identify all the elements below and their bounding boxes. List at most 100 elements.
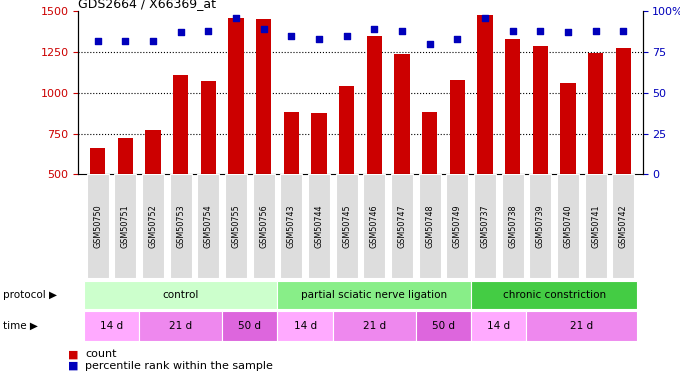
Text: GSM50743: GSM50743 — [287, 204, 296, 248]
Bar — [228, 18, 243, 174]
Text: percentile rank within the sample: percentile rank within the sample — [85, 361, 273, 370]
Text: GSM50749: GSM50749 — [453, 204, 462, 248]
Text: GSM50753: GSM50753 — [176, 204, 185, 248]
Bar — [333, 310, 415, 341]
Point — [479, 15, 490, 21]
Text: GSM50752: GSM50752 — [148, 204, 157, 248]
Bar — [84, 310, 139, 341]
Bar — [391, 174, 413, 278]
Point — [424, 41, 435, 47]
Point — [452, 36, 462, 42]
Bar — [308, 174, 330, 278]
Text: protocol ▶: protocol ▶ — [3, 290, 57, 300]
Bar — [197, 174, 219, 278]
Text: count: count — [85, 350, 116, 359]
Bar — [339, 86, 354, 174]
Bar — [471, 310, 526, 341]
Bar — [225, 174, 247, 278]
Bar — [477, 15, 492, 174]
Text: GSM50754: GSM50754 — [204, 204, 213, 248]
Bar — [277, 310, 333, 341]
Point — [286, 33, 296, 39]
Bar — [415, 310, 471, 341]
Point — [534, 28, 545, 34]
Text: GSM50739: GSM50739 — [536, 204, 545, 248]
Text: GSM50746: GSM50746 — [370, 204, 379, 248]
Bar — [142, 174, 164, 278]
Text: GSM50741: GSM50741 — [591, 204, 600, 248]
Text: GSM50755: GSM50755 — [231, 204, 241, 248]
Text: 21 d: 21 d — [570, 321, 593, 331]
Bar — [335, 174, 358, 278]
Bar — [222, 310, 277, 341]
Bar — [169, 174, 192, 278]
Text: GSM50737: GSM50737 — [480, 204, 490, 248]
Text: 50 d: 50 d — [432, 321, 455, 331]
Text: 14 d: 14 d — [100, 321, 123, 331]
Point — [148, 38, 158, 44]
Bar — [505, 39, 520, 174]
Text: chronic constriction: chronic constriction — [503, 290, 606, 300]
Text: 14 d: 14 d — [294, 321, 317, 331]
Bar — [446, 174, 469, 278]
Text: time ▶: time ▶ — [3, 321, 38, 331]
Bar — [114, 174, 136, 278]
Bar — [201, 81, 216, 174]
Text: GSM50747: GSM50747 — [397, 204, 407, 248]
Bar — [612, 174, 634, 278]
Text: control: control — [163, 290, 199, 300]
Point — [341, 33, 352, 39]
Point — [120, 38, 131, 44]
Bar — [588, 53, 603, 174]
Bar — [280, 174, 303, 278]
Point — [369, 26, 379, 32]
Text: ■: ■ — [68, 361, 78, 370]
Text: GSM50750: GSM50750 — [93, 204, 102, 248]
Bar — [532, 46, 548, 174]
Text: 21 d: 21 d — [169, 321, 192, 331]
Bar — [615, 48, 631, 174]
Bar — [256, 19, 271, 174]
Point — [618, 28, 629, 34]
Bar — [90, 148, 105, 174]
Text: GSM50748: GSM50748 — [425, 204, 434, 248]
Text: GSM50751: GSM50751 — [121, 204, 130, 248]
Bar — [311, 113, 326, 174]
Point — [175, 30, 186, 36]
Bar — [367, 36, 382, 174]
Text: GSM50740: GSM50740 — [564, 204, 573, 248]
Bar — [474, 174, 496, 278]
Bar — [284, 112, 299, 174]
Text: GSM50745: GSM50745 — [342, 204, 351, 248]
Bar — [86, 174, 109, 278]
Bar — [277, 281, 471, 309]
Point — [396, 28, 407, 34]
Text: 14 d: 14 d — [487, 321, 510, 331]
Bar — [422, 112, 437, 174]
Bar — [557, 174, 579, 278]
Bar — [118, 138, 133, 174]
Point — [562, 30, 573, 36]
Point — [507, 28, 518, 34]
Bar — [173, 75, 188, 174]
Text: 50 d: 50 d — [238, 321, 261, 331]
Text: GSM50756: GSM50756 — [259, 204, 268, 248]
Point — [258, 26, 269, 32]
Bar — [418, 174, 441, 278]
Bar — [363, 174, 386, 278]
Bar — [526, 310, 637, 341]
Bar — [585, 174, 607, 278]
Point — [590, 28, 601, 34]
Point — [313, 36, 324, 42]
Bar — [146, 129, 160, 174]
Point — [92, 38, 103, 44]
Bar — [394, 54, 409, 174]
Text: ■: ■ — [68, 350, 78, 359]
Bar — [471, 281, 637, 309]
Bar — [139, 310, 222, 341]
Bar — [84, 281, 277, 309]
Text: partial sciatic nerve ligation: partial sciatic nerve ligation — [301, 290, 447, 300]
Bar — [502, 174, 524, 278]
Text: 21 d: 21 d — [362, 321, 386, 331]
Text: GDS2664 / X66369_at: GDS2664 / X66369_at — [78, 0, 216, 10]
